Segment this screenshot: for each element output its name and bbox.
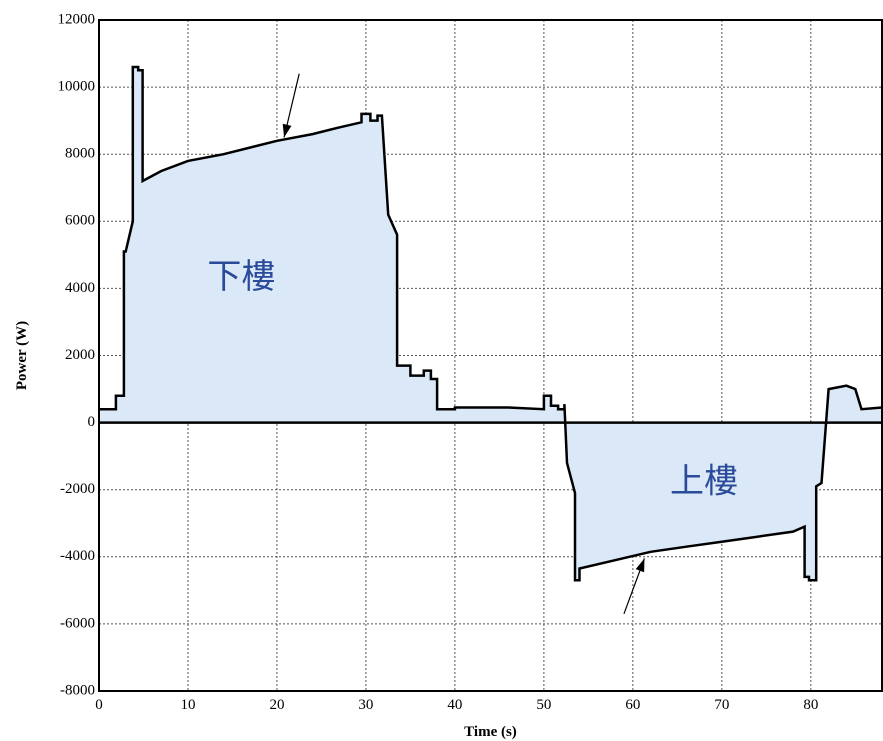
x-tick-label-3: 30	[358, 697, 373, 713]
y-tick-labels: -8000 -6000 -4000 -2000 0 2000 4000 6000 8000 100…	[58, 11, 96, 698]
x-tick-label-2: 20	[269, 697, 284, 713]
y-tick-label-4: 0	[88, 414, 96, 430]
x-axis-label: Time (s)	[464, 724, 517, 740]
y-tick-label-1: -6000	[60, 615, 95, 631]
y-tick-label-0: -8000	[60, 682, 95, 698]
arrow-head-0	[282, 123, 292, 138]
series-line	[99, 65, 883, 582]
y-tick-label-3: -2000	[60, 481, 95, 497]
y-tick-label-5: 2000	[65, 347, 95, 363]
x-tick-label-4: 40	[447, 697, 462, 713]
arrow-head-1	[635, 558, 645, 573]
plot-frame	[98, 19, 883, 692]
y-tick-label-6: 4000	[65, 280, 95, 296]
y-tick-label-9: 10000	[58, 79, 96, 95]
y-tick-label-7: 6000	[65, 213, 95, 229]
y-tick-label-2: -4000	[60, 548, 95, 564]
x-tick-label-6: 60	[625, 697, 640, 713]
x-tick-labels: 0 10 20 30 40 50 60 70 80	[95, 697, 818, 713]
y-tick-label-8: 8000	[65, 146, 95, 162]
x-tick-label-0: 0	[95, 697, 103, 713]
area-fill	[99, 67, 882, 581]
y-tick-label-10: 12000	[58, 11, 96, 27]
x-tick-label-8: 80	[803, 697, 818, 713]
annotation-arrows	[282, 73, 645, 615]
y-axis-label: Power (W)	[14, 321, 30, 390]
x-tick-label-5: 50	[536, 697, 551, 713]
x-tick-label-1: 10	[180, 697, 195, 713]
annotation-0: 下樓	[207, 257, 275, 297]
x-tick-label-7: 70	[714, 697, 729, 713]
annotation-1: 上樓	[670, 461, 738, 501]
